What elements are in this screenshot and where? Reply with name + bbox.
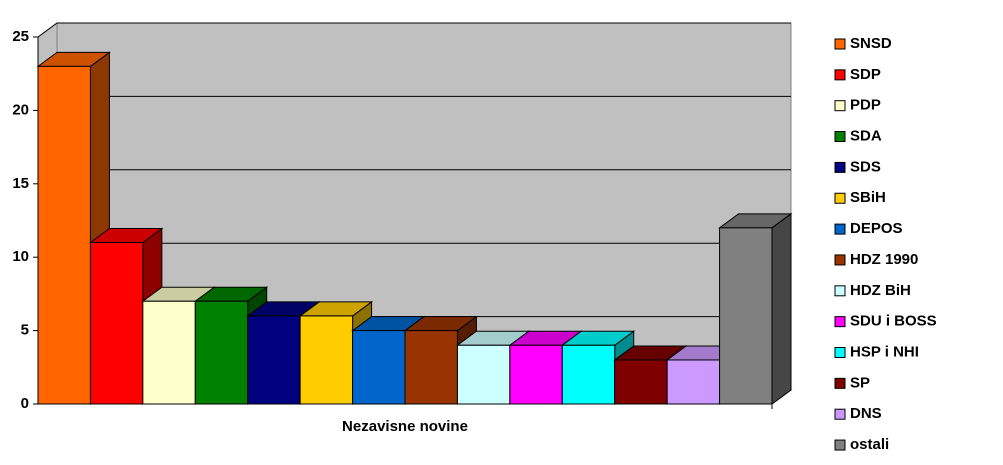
legend-swatch (834, 161, 846, 173)
y-tick-label: 25 (12, 28, 29, 45)
grid-line (37, 22, 58, 38)
bar (247, 315, 301, 405)
legend-swatch (834, 100, 846, 112)
legend-swatch (834, 223, 846, 235)
legend-swatch (834, 347, 846, 358)
legend-label: HDZ BiH (850, 282, 911, 299)
bar (194, 300, 249, 405)
bar (89, 242, 144, 405)
y-tick-label: 15 (12, 175, 29, 192)
legend-swatch (834, 408, 846, 420)
legend-swatch (834, 285, 846, 297)
bar (404, 330, 458, 405)
bar (561, 344, 616, 405)
bar (666, 359, 721, 405)
bar-side (771, 212, 792, 405)
bar (142, 300, 196, 405)
legend-label: SDS (850, 158, 881, 175)
bar (509, 344, 563, 405)
bar (614, 359, 668, 405)
legend-label: HDZ 1990 (850, 251, 918, 268)
legend-label: SDP (850, 66, 881, 83)
legend-swatch (834, 131, 846, 143)
y-tick-label: 0 (21, 395, 29, 412)
legend-swatch (834, 439, 846, 451)
legend-label: ostali (850, 436, 889, 453)
legend-swatch (834, 38, 846, 50)
legend-swatch (834, 254, 846, 266)
bar (352, 330, 406, 405)
legend-label: DEPOS (850, 220, 903, 237)
legend-swatch (834, 69, 846, 81)
x-tick-label: Nezavisne novine (342, 418, 468, 435)
y-tick-label: 10 (12, 248, 29, 265)
legend-label: PDP (850, 97, 881, 114)
y-tick-label: 20 (12, 101, 29, 118)
legend-label: SNSD (850, 35, 892, 52)
legend-swatch (834, 377, 846, 389)
bar (299, 315, 354, 405)
bar (719, 227, 773, 405)
legend-label: DNS (850, 405, 882, 422)
legend-label: SDA (850, 128, 882, 145)
legend-label: SDU i BOSS (850, 313, 937, 330)
legend-label: SBiH (850, 189, 886, 206)
y-tick-label: 5 (21, 322, 29, 339)
legend-swatch (834, 192, 846, 204)
bar (37, 65, 91, 405)
bar (456, 344, 511, 405)
legend-swatch (834, 316, 846, 328)
legend-label: HSP i NHI (850, 343, 919, 360)
legend-label: SP (850, 374, 870, 391)
